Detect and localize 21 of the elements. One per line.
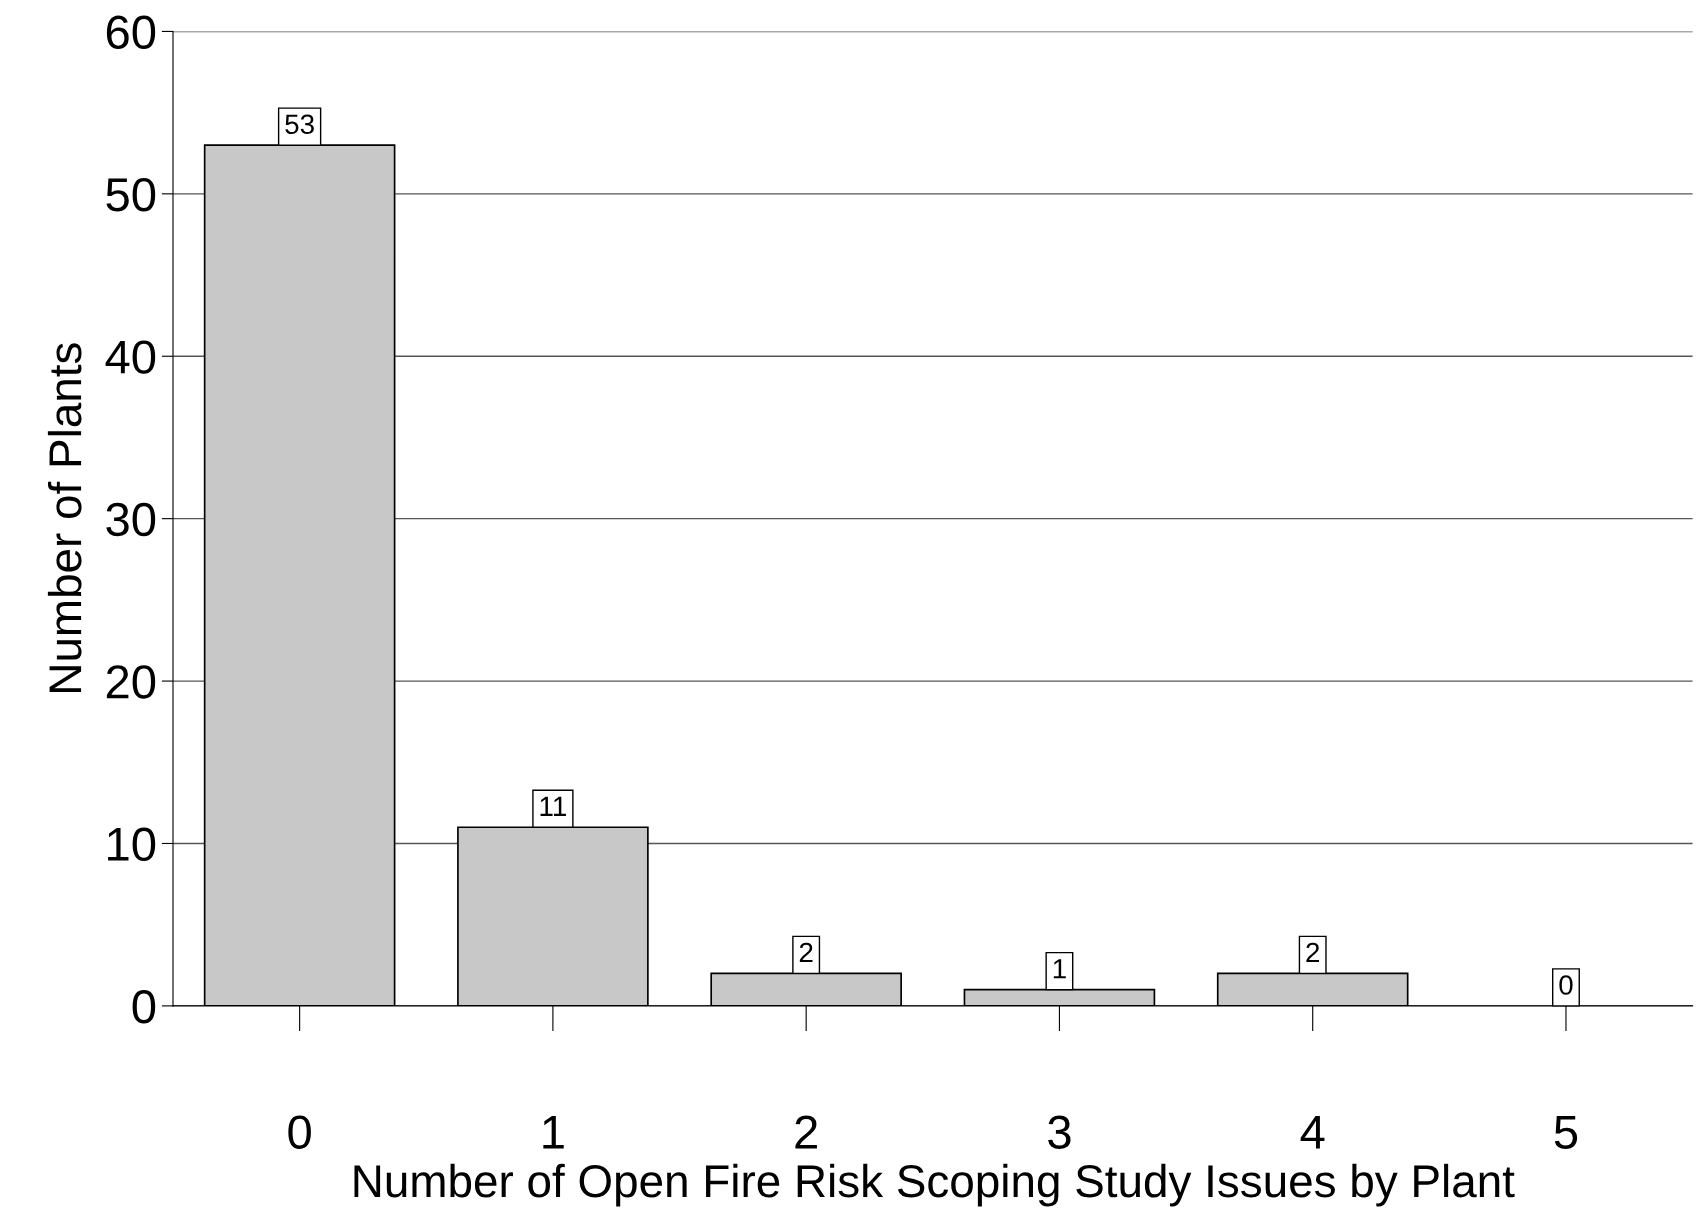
y-tick-label: 60 bbox=[106, 15, 156, 50]
x-tick-label: 3 bbox=[1048, 1115, 1071, 1149]
y-tick-label: 40 bbox=[105, 340, 156, 374]
x-tick-label: 2 bbox=[795, 1115, 817, 1149]
x-tick-label: 5 bbox=[1554, 1115, 1578, 1149]
y-tick-label: 30 bbox=[106, 502, 156, 537]
y-tick-label: 20 bbox=[106, 665, 156, 699]
data-label: 0 bbox=[1559, 975, 1573, 995]
x-tick-label: 4 bbox=[1300, 1115, 1325, 1149]
x-axis-title: Number of Open Fire Risk Scoping Study Issues by Plant bbox=[354, 1163, 1515, 1207]
y-tick-label: 0 bbox=[132, 990, 156, 1024]
data-label: 53 bbox=[285, 114, 314, 135]
data-label: 2 bbox=[1306, 942, 1320, 963]
data-label: 11 bbox=[540, 796, 566, 816]
data-label: 2 bbox=[799, 942, 813, 963]
y-axis-title: Number of Plants bbox=[47, 343, 82, 692]
y-tick-label: 10 bbox=[108, 827, 156, 862]
x-tick-label: 0 bbox=[288, 1115, 311, 1149]
y-tick-label: 50 bbox=[106, 177, 156, 212]
x-tick-label: 1 bbox=[543, 1115, 564, 1149]
data-label: 1 bbox=[1053, 959, 1066, 979]
